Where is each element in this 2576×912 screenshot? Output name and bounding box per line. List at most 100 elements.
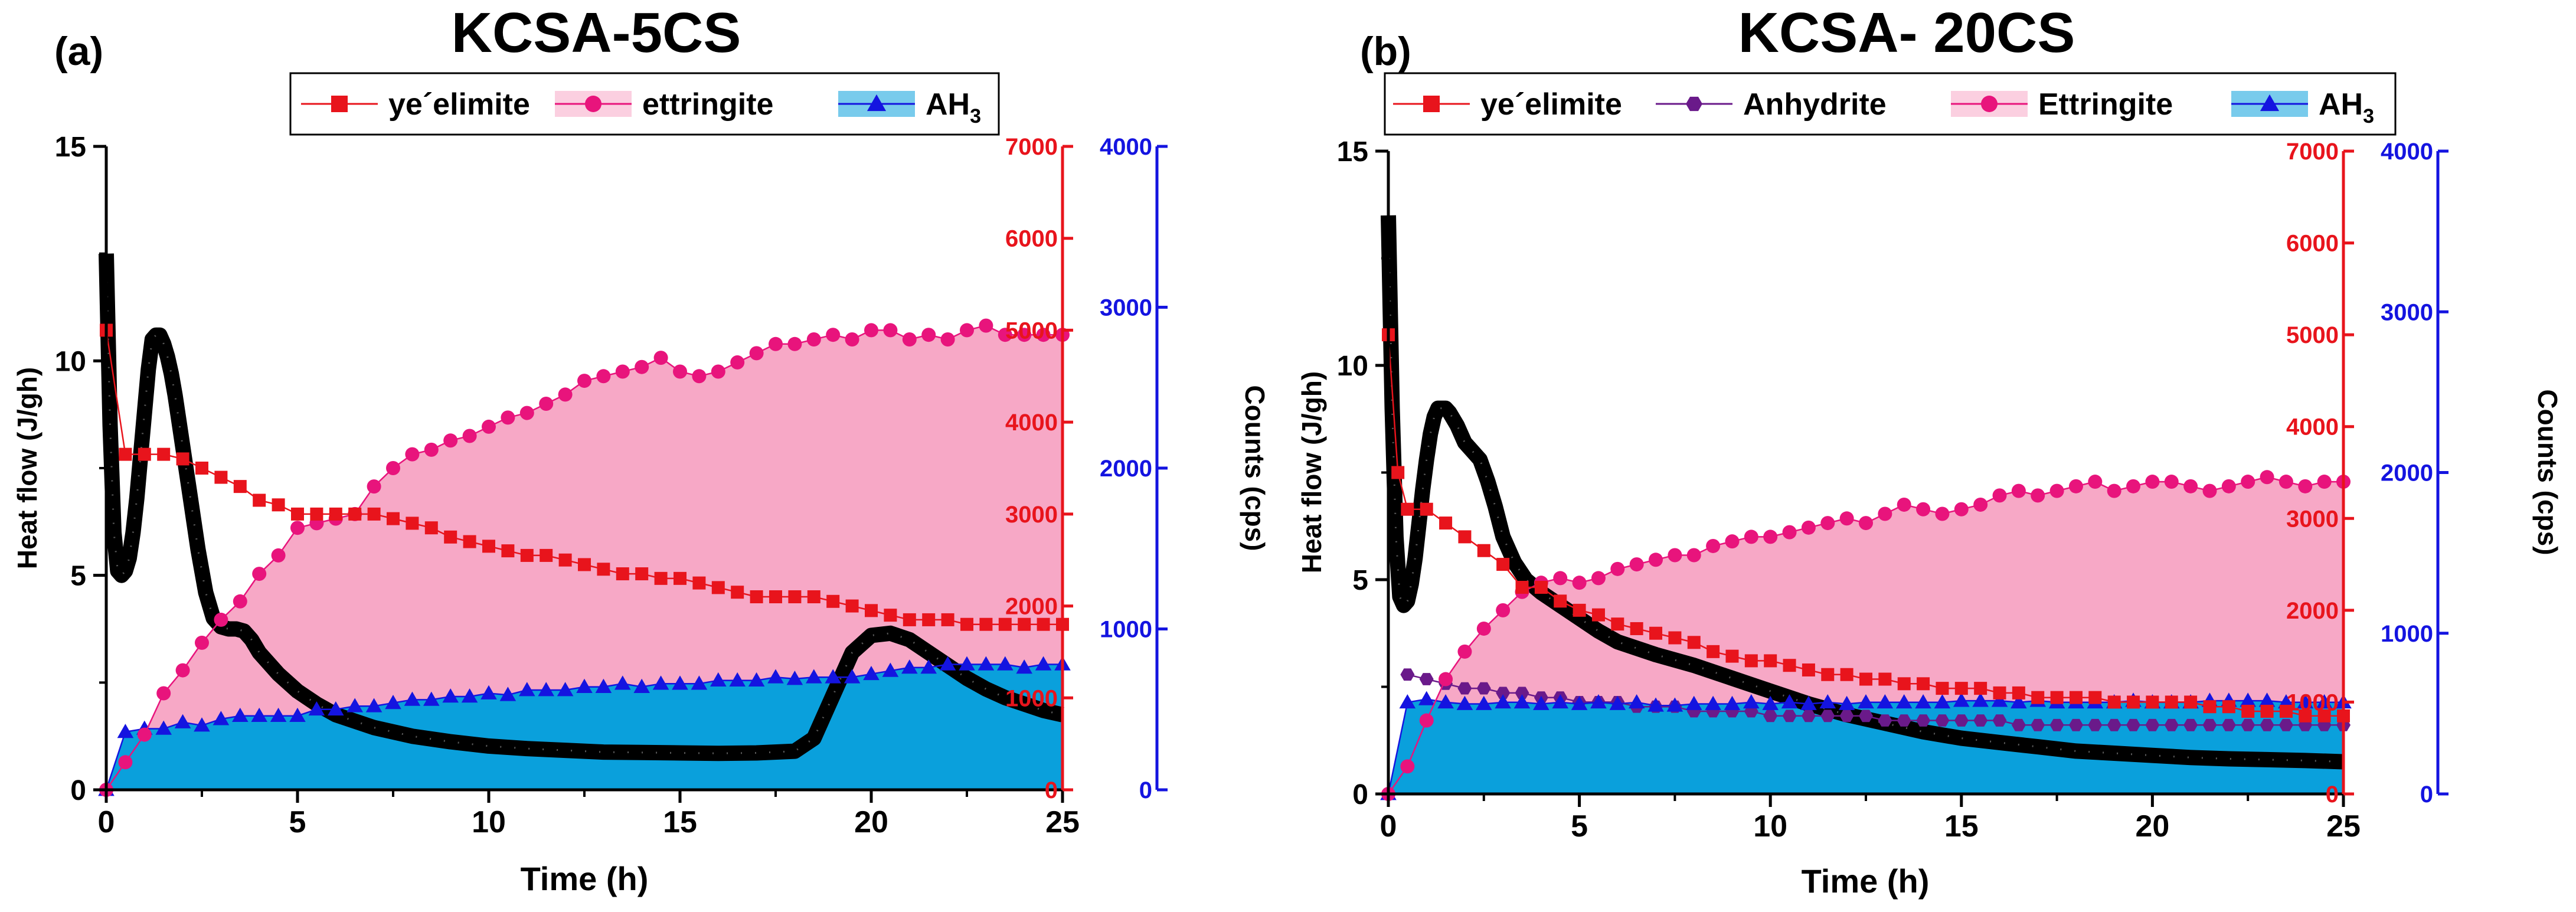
panel-b-y3tick-label: 3000 bbox=[2381, 299, 2433, 325]
panel-b-y2tick-label: 2000 bbox=[2286, 598, 2339, 624]
panel-a-legend-marker bbox=[331, 96, 348, 112]
panel-b-ettringite-point bbox=[1916, 502, 1931, 517]
panel-a-yelimite-point bbox=[291, 507, 304, 521]
panel-a-ah3-point bbox=[155, 720, 172, 735]
panel-a-ah3-point bbox=[959, 656, 975, 671]
panel-a-yelimite-point bbox=[558, 553, 572, 567]
panel-b-yelimite-point bbox=[1954, 682, 1968, 695]
panel-b-anhydrite-point bbox=[2069, 718, 2083, 731]
panel-a-yelimite-point bbox=[731, 586, 744, 599]
panel-a-ytick-label: 15 bbox=[55, 132, 86, 163]
panel-a-ah3-point bbox=[863, 666, 880, 681]
panel-a-ah3-point bbox=[710, 672, 727, 687]
panel-a-ah3-point bbox=[194, 717, 210, 732]
panel-a-yelimite-point bbox=[367, 507, 381, 521]
panel-a-yelimite-point bbox=[597, 563, 610, 576]
panel-b-ettringite-point bbox=[1553, 571, 1568, 586]
panel-a-ah3-point bbox=[595, 678, 612, 693]
panel-b-ettringite-point bbox=[2145, 475, 2160, 489]
panel-a-ettringite-point bbox=[519, 406, 534, 420]
panel-a-y3tick-label: 1000 bbox=[1100, 617, 1152, 643]
panel-a-legend-label: ettringite bbox=[642, 87, 773, 122]
panel-b-yelimite-point bbox=[1515, 580, 1529, 594]
panel-a-yelimite-point bbox=[922, 613, 936, 626]
panel-b-ettringite-point bbox=[2068, 479, 2083, 493]
panel-a-xtick-label: 10 bbox=[472, 805, 506, 839]
panel-a-ah3-point bbox=[480, 685, 497, 699]
panel-b-ah3-point bbox=[1877, 694, 1894, 709]
panel-a-ah3-area bbox=[106, 664, 1063, 790]
panel-a-yelimite-point bbox=[138, 447, 151, 461]
panel-b-legend-label: Ettringite bbox=[2038, 87, 2173, 122]
panel-b-yelimite-point bbox=[1687, 636, 1701, 649]
panel-a-yelimite-point bbox=[903, 613, 916, 626]
panel-b-ettringite-point bbox=[2011, 483, 2026, 498]
panel-b-ettringite-point bbox=[1629, 557, 1644, 572]
panel-a-ettringite-point bbox=[749, 346, 764, 361]
panel-b-yelimite-point bbox=[1897, 677, 1911, 691]
panel-b-ettringite-point bbox=[1649, 553, 1663, 567]
panel-a-yelimite-point bbox=[998, 617, 1012, 631]
panel-b-ah3-point bbox=[1895, 694, 1913, 709]
panel-a-ettringite-point bbox=[653, 351, 668, 365]
panel-b-ah3-point bbox=[2258, 692, 2276, 707]
panel-a-ytick-label: 10 bbox=[55, 346, 86, 377]
panel-a-ettringite-point bbox=[252, 567, 267, 581]
panel-a-ah3-point bbox=[499, 687, 516, 701]
panel-a-ah3-point bbox=[767, 669, 784, 684]
panel-a-ettringite-point bbox=[692, 369, 707, 384]
panel-a-ettringite-point bbox=[711, 364, 725, 379]
panel-b-ah3-point bbox=[1571, 695, 1588, 710]
panel-b-ettringite-point bbox=[2107, 483, 2121, 498]
panel-a-ah3-point bbox=[939, 656, 956, 671]
panel-a-ettringite-point bbox=[883, 323, 898, 338]
panel-b-xtick-label: 0 bbox=[1380, 809, 1397, 844]
panel-b-yelimite-point bbox=[2012, 686, 2025, 699]
panel-b-ah3-point bbox=[1437, 694, 1454, 709]
panel-b-ah3-point bbox=[1915, 694, 1931, 709]
panel-a-yelimite-point bbox=[578, 558, 591, 571]
panel-a-yelimite-point bbox=[941, 613, 954, 626]
panel-a-ettringite-point bbox=[137, 727, 152, 742]
panel-b-ettringite-point bbox=[1878, 506, 1892, 521]
panel-b-ettringite-point bbox=[1897, 497, 1911, 512]
panel-a-ah3-point bbox=[633, 678, 650, 693]
panel-a-ettringite-area bbox=[106, 325, 1063, 790]
panel-a-y2tick-label: 1000 bbox=[1005, 685, 1058, 711]
panel-b-ettringite-point bbox=[1476, 621, 1491, 636]
panel-a-yelimite-point bbox=[310, 507, 323, 521]
panel-b-yelimite-point bbox=[1840, 668, 1853, 681]
panel-b-yelimite-point bbox=[1917, 677, 1930, 691]
panel-a-yelimite-point bbox=[884, 609, 897, 622]
panel-a-ah3-point bbox=[117, 724, 134, 738]
panel-b-ettringite-point bbox=[1591, 571, 1606, 586]
panel-b-yelimite-point bbox=[2107, 695, 2121, 709]
panel-b-ah3-point bbox=[1800, 695, 1817, 710]
panel-a-ah3-point bbox=[213, 711, 230, 725]
panel-b-ettringite-point bbox=[2126, 479, 2141, 493]
panel-b-yelimite-point bbox=[2241, 704, 2255, 718]
panel-b-ah3-point bbox=[1953, 692, 1970, 707]
panel-a-ettringite-point bbox=[156, 686, 171, 701]
panel-b-yelimite-point bbox=[1439, 517, 1453, 530]
panel-b-ettringite-point bbox=[1954, 502, 1969, 517]
panel-b-ettringite-point bbox=[1572, 576, 1587, 590]
panel-a-ettringite-point bbox=[424, 442, 439, 457]
panel-b-legend-label: Anhydrite bbox=[1743, 87, 1887, 122]
panel-b-anhydrite-point bbox=[1839, 710, 1854, 723]
panel-a-ettringite-point bbox=[902, 332, 917, 347]
panel-b-legend: ye´elimite Anhydrite Ettringite AH3 bbox=[1384, 72, 2397, 136]
panel-b-ettringite-point bbox=[1706, 538, 1721, 553]
panel-b-xtick-label: 20 bbox=[2135, 809, 2169, 844]
panel-b-ettringite-point bbox=[1935, 506, 1950, 521]
panel-a-ettringite-point bbox=[195, 635, 209, 650]
panel-a-ah3-point bbox=[232, 707, 249, 722]
panel-b-yelimite-point bbox=[1630, 622, 1643, 635]
panel-a-label: (a) bbox=[54, 29, 103, 74]
panel-b-yelimite-point bbox=[2222, 700, 2235, 714]
panel-a-ettringite-point bbox=[386, 461, 400, 475]
panel-a-xtick-label: 15 bbox=[663, 805, 697, 839]
panel-b-yelimite-point bbox=[1391, 466, 1405, 479]
